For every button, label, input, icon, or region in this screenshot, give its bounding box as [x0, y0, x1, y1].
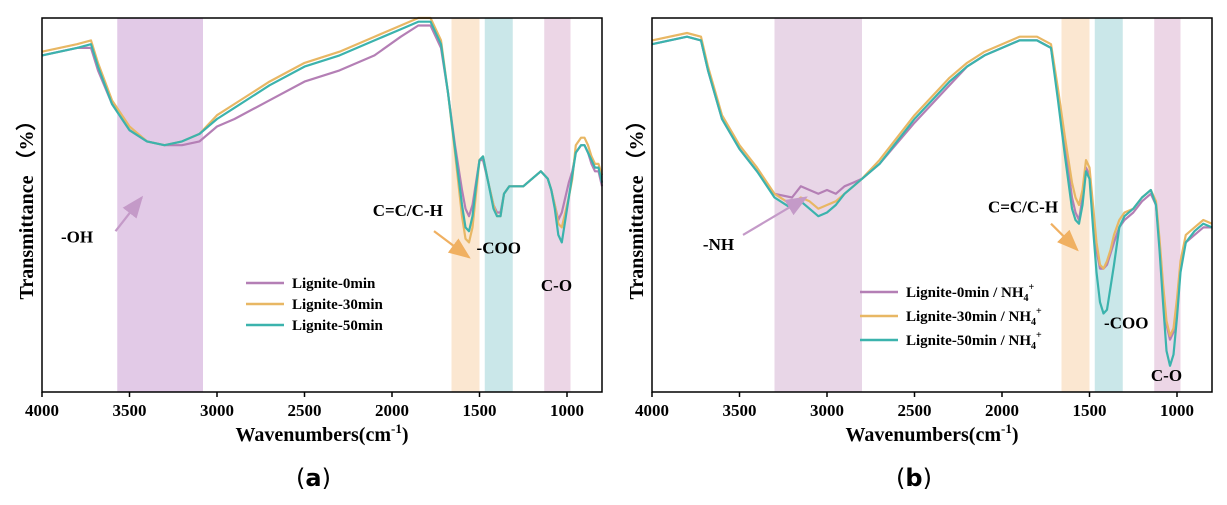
x-tick-label: 2000	[375, 401, 409, 420]
x-tick-label: 2000	[985, 401, 1019, 420]
annotation-arrow-1	[1050, 222, 1079, 252]
annotation-label-0: -OH	[61, 227, 93, 246]
annotation-label-3: C-O	[541, 276, 572, 295]
band-1	[1061, 18, 1090, 392]
annotation-arrow-0	[114, 195, 144, 232]
legend-label-1: Lignite-0min	[292, 276, 376, 292]
x-tick-label: 4000	[635, 401, 669, 420]
x-axis-label: Wavenumbers(cm-1)	[845, 421, 1018, 446]
caption-a: (a)	[296, 464, 331, 492]
chart-a: 4000 3500 3000 2500 2000 1500 1000 Wavenumbers(…	[15, 16, 604, 446]
x-tick-label: 1000	[550, 401, 584, 420]
legend-label-2: Lignite-30min	[292, 297, 383, 313]
x-tick-label: 1500	[1073, 401, 1107, 420]
legend-label-2: Lignite-30min / NH4+	[906, 306, 1042, 328]
annotation-arrow-1	[433, 230, 471, 259]
x-tick-label: 4000	[25, 401, 59, 420]
plot-frame	[651, 17, 1213, 393]
annotation-label-1: C=C/C-H	[988, 197, 1058, 216]
annotation-label-2: -COO	[1104, 313, 1148, 332]
annotation-label-0: -NH	[703, 235, 734, 254]
legend-label-3: Lignite-50min	[292, 318, 383, 334]
x-tick-label: 2500	[898, 401, 932, 420]
legend-label-3: Lignite-50min / NH4+	[906, 330, 1042, 352]
x-tick-label: 2500	[288, 401, 322, 420]
x-tick-label: 3500	[723, 401, 757, 420]
band-2	[1094, 18, 1123, 392]
annotation-label-2: -COO	[477, 239, 521, 258]
x-tick-label: 3000	[810, 401, 844, 420]
legend-label-1: Lignite-0min / NH4+	[906, 282, 1035, 304]
plot-frame	[41, 17, 603, 393]
y-axis-label: Transmittance （%）	[15, 110, 38, 299]
series-line-3	[41, 20, 604, 244]
x-tick-label: 3000	[200, 401, 234, 420]
band-0	[117, 18, 203, 392]
chart-b: 4000 3500 3000 2500 2000 1500 1000 Wavenumbers(…	[625, 17, 1213, 446]
band-2	[484, 18, 513, 392]
annotation-label-1: C=C/C-H	[373, 201, 443, 220]
y-axis-label: Transmittance （%）	[625, 110, 648, 299]
x-axis-label: Wavenumbers(cm-1)	[235, 421, 408, 446]
band-3	[1154, 18, 1181, 392]
x-tick-label: 3500	[113, 401, 147, 420]
annotation-arrow-0	[742, 196, 808, 236]
caption-b: (b)	[896, 464, 932, 492]
x-tick-label: 1500	[463, 401, 497, 420]
x-tick-label: 1000	[1160, 401, 1194, 420]
annotation-label-3: C-O	[1151, 366, 1182, 385]
